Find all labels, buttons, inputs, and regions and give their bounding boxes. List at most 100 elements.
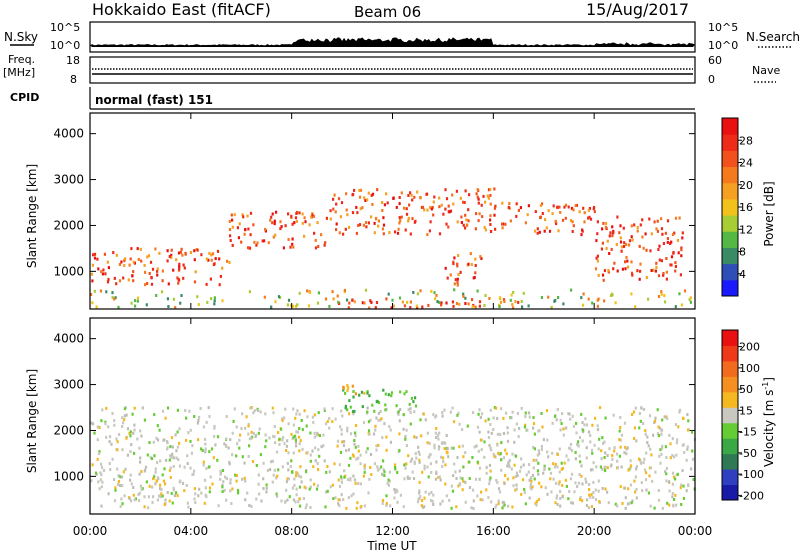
range-cell xyxy=(312,420,315,424)
range-cell xyxy=(564,216,567,220)
range-cell xyxy=(587,216,590,220)
range-cell xyxy=(623,241,626,245)
range-cell xyxy=(671,453,674,457)
range-cell xyxy=(611,292,614,296)
range-cell xyxy=(294,416,297,420)
range-cell xyxy=(209,475,212,479)
range-cell xyxy=(295,212,298,215)
range-cell xyxy=(357,482,360,485)
range-cell xyxy=(664,470,667,474)
range-cell xyxy=(572,208,575,212)
range-cell xyxy=(121,416,124,420)
range-cell xyxy=(216,435,220,439)
range-cell xyxy=(671,437,674,441)
range-cell xyxy=(363,470,366,474)
range-cell xyxy=(146,255,149,259)
range-cell xyxy=(530,487,533,491)
range-cell xyxy=(557,296,560,299)
range-cell xyxy=(205,282,208,286)
range-cell xyxy=(498,490,502,494)
range-cell xyxy=(415,436,418,439)
range-cell xyxy=(255,497,258,501)
range-cell xyxy=(297,474,300,478)
range-cell xyxy=(599,406,602,410)
range-cell xyxy=(400,191,403,195)
range-cell xyxy=(591,423,594,427)
range-cell xyxy=(111,291,114,295)
range-cell xyxy=(138,499,141,503)
range-cell xyxy=(407,408,410,412)
range-cell xyxy=(289,464,292,468)
range-cell xyxy=(541,212,544,215)
range-cell xyxy=(435,460,438,464)
range-cell xyxy=(544,218,547,222)
range-cell xyxy=(456,280,459,284)
range-cell xyxy=(501,506,504,510)
range-cell xyxy=(231,431,234,435)
range-cell xyxy=(287,477,290,481)
range-cell xyxy=(265,439,268,443)
range-cell xyxy=(613,261,616,265)
range-cell xyxy=(128,497,131,501)
range-cell xyxy=(223,442,226,446)
range-cell xyxy=(303,216,306,220)
range-cell xyxy=(248,437,251,441)
range-cell xyxy=(633,426,636,430)
range-cell xyxy=(342,443,345,447)
range-cell xyxy=(394,467,397,471)
range-cell xyxy=(481,215,484,219)
range-cell xyxy=(214,257,217,261)
range-cell xyxy=(193,487,196,491)
range-cell xyxy=(328,304,331,308)
range-cell xyxy=(607,268,610,272)
range-cell xyxy=(649,447,652,451)
range-cell xyxy=(116,448,119,452)
range-cell xyxy=(409,306,412,309)
range-cell xyxy=(302,497,305,500)
range-cell xyxy=(397,227,400,231)
range-cell xyxy=(147,506,150,510)
range-cell xyxy=(174,433,177,437)
range-cell xyxy=(515,483,518,487)
range-cell xyxy=(512,476,515,480)
range-cell xyxy=(656,219,659,223)
range-cell xyxy=(376,465,379,469)
range-cell xyxy=(99,471,102,475)
range-cell xyxy=(476,188,479,192)
range-cell xyxy=(666,417,669,421)
range-cell xyxy=(237,236,240,240)
range-cell xyxy=(533,229,537,233)
range-cell xyxy=(295,430,298,434)
range-cell xyxy=(388,470,391,474)
range-cell xyxy=(202,460,205,464)
range-cell xyxy=(603,440,606,444)
colorbar-tick-label: 12 xyxy=(739,223,753,236)
freq-label-1: Freq. xyxy=(8,53,35,66)
colorbar-swatch xyxy=(722,330,738,346)
range-cell xyxy=(377,411,380,415)
range-cell xyxy=(121,448,124,452)
range-cell xyxy=(629,464,633,468)
range-cell xyxy=(565,454,568,458)
range-cell xyxy=(295,412,298,416)
range-cell xyxy=(193,258,196,262)
range-cell xyxy=(322,444,325,448)
colorbar-tick-label: -100 xyxy=(739,468,764,481)
range-cell xyxy=(647,444,650,448)
range-cell xyxy=(250,406,253,409)
colorbar-swatch xyxy=(722,166,738,184)
range-cell xyxy=(533,447,536,451)
range-cell xyxy=(208,486,212,490)
range-cell xyxy=(419,495,422,499)
range-cell xyxy=(596,428,600,432)
range-cell xyxy=(247,246,250,250)
range-cell xyxy=(291,237,294,241)
range-cell xyxy=(178,441,181,445)
range-cell xyxy=(516,474,519,478)
range-cell xyxy=(221,266,224,270)
range-cell xyxy=(464,451,467,455)
range-cell xyxy=(91,301,94,305)
range-cell xyxy=(398,221,401,225)
range-cell xyxy=(337,502,340,506)
range-cell xyxy=(110,442,113,446)
